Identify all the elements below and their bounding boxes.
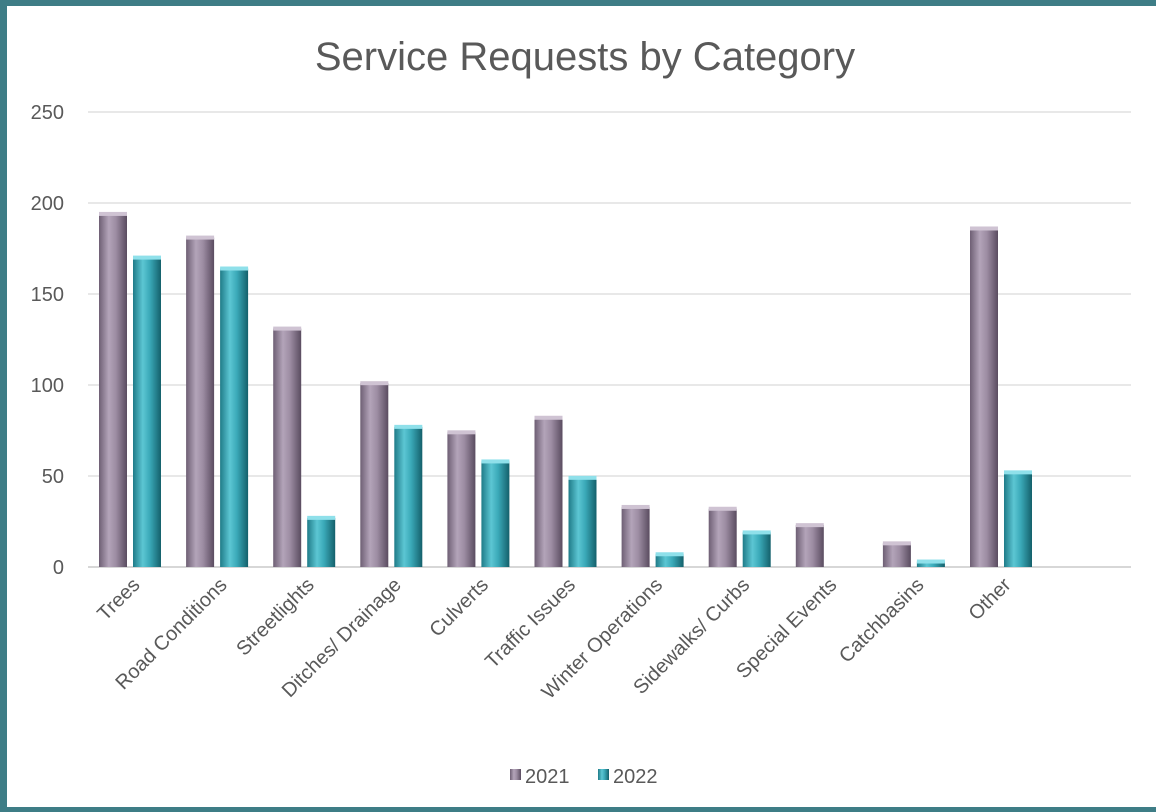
chart-title: Service Requests by Category <box>315 35 855 79</box>
bar-body <box>795 525 824 567</box>
bar-body <box>447 432 476 567</box>
y-tick-label: 100 <box>31 375 64 397</box>
bar-2022-0 <box>133 255 161 567</box>
bar-body <box>99 213 127 568</box>
bar-2022-1 <box>220 266 249 567</box>
bar-cap <box>481 459 510 464</box>
bar-cap <box>568 475 597 480</box>
bar-body <box>655 554 684 567</box>
bar-2021-1 <box>186 235 215 567</box>
bar-body <box>916 561 945 567</box>
bar-cap <box>708 506 737 511</box>
bar-body <box>220 268 249 567</box>
x-tick-label: Other <box>965 574 1016 625</box>
legend-label: 2022 <box>613 766 658 788</box>
legend-item-2022: 2022 <box>598 766 658 788</box>
bar-cap <box>795 523 824 528</box>
bar-body <box>621 506 650 567</box>
y-tick-label: 150 <box>31 284 64 306</box>
bar-body <box>742 532 771 567</box>
bar-body <box>186 237 215 567</box>
bar-cap <box>394 424 423 429</box>
bar-cap <box>273 326 302 331</box>
x-tick-label: Traffic Issues <box>481 574 580 673</box>
bar-body <box>1004 472 1032 567</box>
bar-cap <box>534 415 563 420</box>
bar-cap <box>220 266 249 271</box>
bar-2021-8 <box>795 523 824 567</box>
x-tick-label: Culverts <box>426 574 493 641</box>
bar-2021-4 <box>447 430 476 567</box>
bar-2021-0 <box>99 211 127 568</box>
legend-swatch <box>510 769 521 780</box>
bar-2022-2 <box>307 515 336 567</box>
bar-body <box>882 543 911 567</box>
bar-cap <box>360 381 389 386</box>
bar-cap <box>186 235 215 240</box>
bar-2022-9 <box>916 559 945 567</box>
bar-2022-5 <box>568 475 597 567</box>
bar-2021-7 <box>708 506 737 567</box>
bar-2021-2 <box>273 326 302 567</box>
bar-body <box>307 517 336 567</box>
legend-swatch <box>598 769 609 780</box>
bar-cap <box>742 530 771 535</box>
bar-cap <box>133 255 161 260</box>
bar-2021-10 <box>970 226 998 568</box>
bar-body <box>970 228 998 568</box>
bar-cap <box>882 541 911 546</box>
legend-label: 2021 <box>525 766 570 788</box>
bar-2021-6 <box>621 504 650 567</box>
bar-2022-4 <box>481 459 510 567</box>
bar-body <box>481 461 510 567</box>
bar-body <box>273 328 302 567</box>
bar-body <box>360 383 389 567</box>
bar-2022-10 <box>1004 470 1032 567</box>
bar-2021-5 <box>534 415 563 567</box>
legend-item-2021: 2021 <box>510 766 570 788</box>
bar-cap <box>1004 470 1032 475</box>
x-tick-label: Catchbasins <box>835 574 928 667</box>
bar-cap <box>307 515 336 520</box>
bar-2021-9 <box>882 541 911 567</box>
y-tick-label: 0 <box>53 557 64 579</box>
bar-body <box>394 426 423 567</box>
bar-body <box>133 257 161 567</box>
bar-body <box>568 477 597 567</box>
bar-cap <box>970 226 998 231</box>
bar-cap <box>99 211 127 216</box>
y-tick-label: 250 <box>31 102 64 124</box>
bar-2022-7 <box>742 530 771 567</box>
bar-cap <box>621 504 650 509</box>
y-tick-label: 200 <box>31 193 64 215</box>
bar-cap <box>655 552 684 557</box>
y-tick-label: 50 <box>42 466 64 488</box>
bar-2021-3 <box>360 381 389 567</box>
bar-body <box>534 417 563 567</box>
x-tick-label: Streetlights <box>232 574 318 660</box>
bar-cap <box>447 430 476 435</box>
bar-cap <box>916 559 945 564</box>
bar-2022-3 <box>394 424 423 567</box>
x-tick-label: Trees <box>93 574 144 625</box>
bar-2022-6 <box>655 552 684 567</box>
bar-body <box>708 508 737 567</box>
